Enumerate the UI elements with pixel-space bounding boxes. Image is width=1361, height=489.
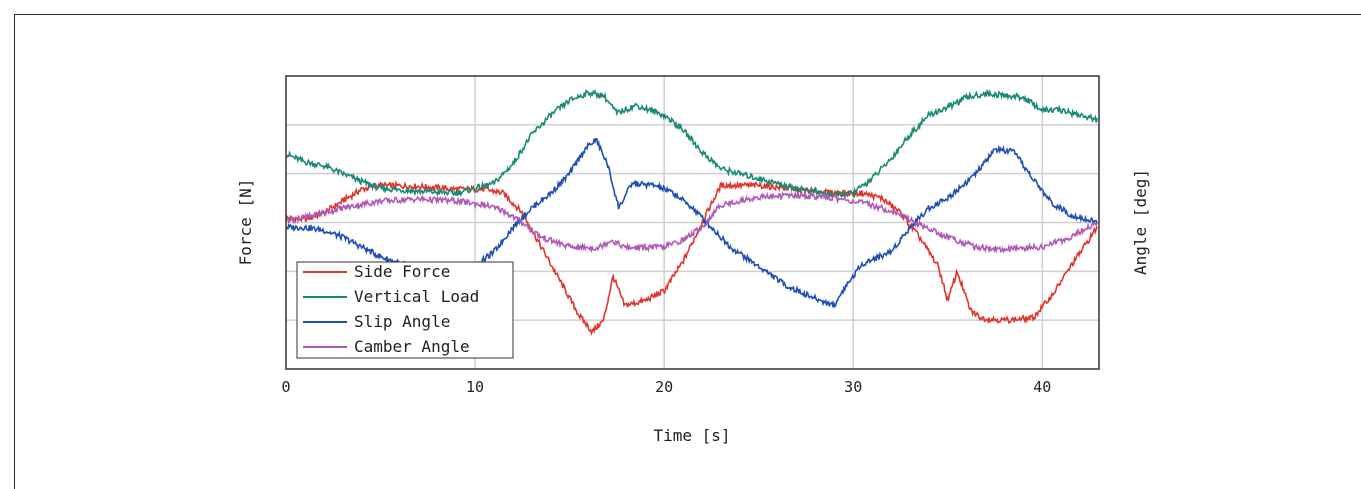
series-line-camber-angle xyxy=(285,190,1098,254)
legend-label: Slip Angle xyxy=(354,312,450,331)
y-axis-label-left: Force [N] xyxy=(236,179,255,266)
legend-label: Side Force xyxy=(354,262,450,281)
y-axis-label-right: Angle [deg] xyxy=(1131,169,1150,275)
x-tick-label: 10 xyxy=(466,378,484,396)
series-line-side-force xyxy=(285,180,1098,337)
x-tick-label: 40 xyxy=(1033,378,1051,396)
x-axis-label: Time [s] xyxy=(653,426,730,445)
legend: Side Force Vertical Load Slip Angle Camber … xyxy=(296,261,514,359)
x-ticks: 0 10 20 30 40 xyxy=(281,378,1051,396)
x-tick-label: 20 xyxy=(655,378,673,396)
x-tick-label: 0 xyxy=(281,378,290,396)
series-line-vertical-load xyxy=(285,88,1098,199)
legend-label: Vertical Load xyxy=(354,287,479,306)
legend-box xyxy=(296,261,514,359)
plot-border xyxy=(285,75,1100,370)
legend-label: Camber Angle xyxy=(354,337,470,356)
figure-frame xyxy=(14,14,1361,489)
grid xyxy=(286,76,1099,369)
x-tick-label: 30 xyxy=(844,378,862,396)
